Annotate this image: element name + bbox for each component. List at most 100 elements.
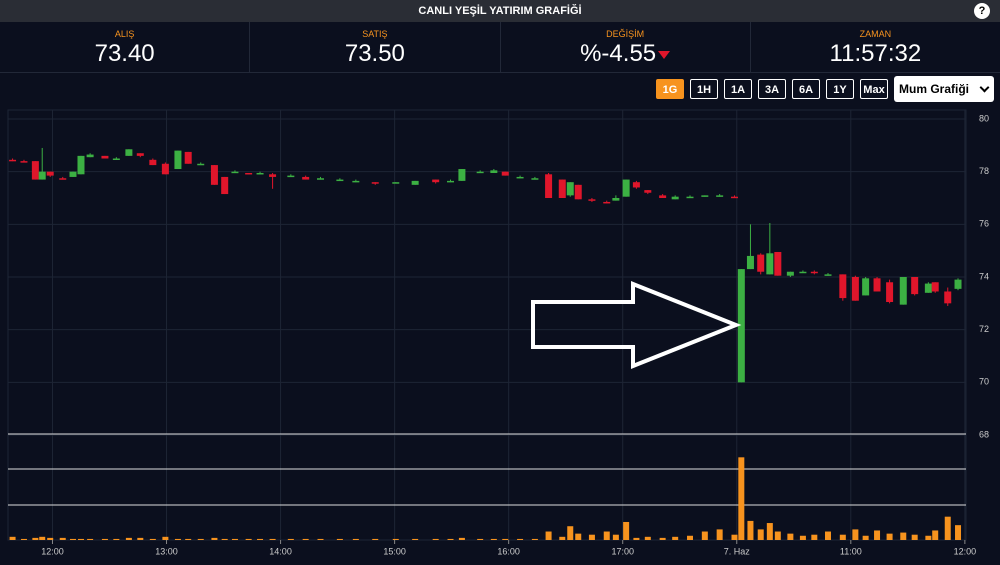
volume-bar xyxy=(269,538,276,540)
volume-bar xyxy=(911,534,918,540)
quote-value: 73.50 xyxy=(250,40,499,68)
x-tick-label: 7. Haz xyxy=(724,546,751,556)
candle-body xyxy=(174,150,182,170)
volume-bar xyxy=(87,538,94,540)
volume-bar xyxy=(559,536,566,540)
volume-bar xyxy=(137,537,144,540)
candle-body xyxy=(644,190,652,193)
x-tick-label: 16:00 xyxy=(497,546,520,556)
volume-bar xyxy=(955,525,962,540)
candle-body xyxy=(136,153,144,156)
volume-bar xyxy=(531,538,538,540)
chart-type-select[interactable]: Mum Grafiği xyxy=(894,76,994,102)
x-tick-label: 12:00 xyxy=(954,546,977,556)
y-tick-label: 78 xyxy=(979,166,989,176)
quote-number: %-4.55 xyxy=(580,40,657,67)
volume-bar xyxy=(757,529,764,540)
candle-body xyxy=(603,201,611,204)
range-button[interactable]: Max xyxy=(860,79,888,99)
quote-label: ALIŞ xyxy=(114,29,135,39)
candle-body xyxy=(588,199,596,201)
quote-label: ZAMAN xyxy=(859,29,892,39)
x-tick-label: 12:00 xyxy=(41,546,64,556)
candle-body xyxy=(245,172,253,175)
volume-bar xyxy=(925,535,932,540)
volume-bar xyxy=(852,529,859,540)
candle-body xyxy=(38,171,46,180)
quote-number: 73.40 xyxy=(94,40,155,67)
candle-body xyxy=(839,274,847,299)
volume-bar xyxy=(113,538,120,540)
candle-body xyxy=(411,180,419,185)
volume-bar xyxy=(32,537,39,540)
volume-bar xyxy=(517,538,524,540)
volume-bar xyxy=(221,538,228,540)
candle-body xyxy=(632,182,640,188)
volume-bar xyxy=(623,521,630,540)
candle-body xyxy=(221,176,229,195)
range-button[interactable]: 1G xyxy=(656,79,684,99)
candle-body xyxy=(197,163,205,166)
volume-bar xyxy=(257,538,264,540)
candle-body xyxy=(558,179,566,198)
candle-body xyxy=(899,277,907,305)
y-tick-label: 70 xyxy=(979,377,989,387)
volume-bar xyxy=(738,457,745,540)
volume-bar xyxy=(811,534,818,540)
candle-body xyxy=(336,179,344,182)
volume-bar xyxy=(317,538,324,540)
candle-body xyxy=(737,269,745,383)
candle-body xyxy=(622,179,630,197)
candle-body xyxy=(161,163,169,175)
range-button[interactable]: 1H xyxy=(690,79,718,99)
candle-body xyxy=(287,175,295,178)
candle-body xyxy=(671,196,679,200)
volume-bar xyxy=(185,538,192,540)
plot-border xyxy=(7,109,967,541)
candle-body xyxy=(531,178,539,180)
volume-bar xyxy=(787,533,794,540)
volume-bar xyxy=(567,526,574,540)
volume-bar xyxy=(774,531,781,540)
candle-body xyxy=(125,149,133,156)
title: CANLI YEŞİL YATIRIM GRAFİĞİ xyxy=(418,5,582,17)
volume-bar xyxy=(799,535,806,540)
quote-cell: DEĞİŞİM %-4.55 xyxy=(501,22,751,72)
range-button[interactable]: 3A xyxy=(758,79,786,99)
candle-body xyxy=(774,251,782,276)
volume-bar xyxy=(231,538,238,540)
volume-bar xyxy=(588,534,595,540)
volume-bar xyxy=(39,536,46,540)
quote-label: SATIŞ xyxy=(362,29,388,39)
quote-number: 73.50 xyxy=(344,40,405,67)
down-arrow xyxy=(658,50,671,59)
volume-bar xyxy=(603,531,610,540)
arrow xyxy=(531,281,742,369)
volume-bar xyxy=(932,530,939,540)
candle-body xyxy=(545,174,553,198)
candle-body xyxy=(352,180,360,183)
quote-value: %-4.55 xyxy=(501,40,750,68)
range-button[interactable]: 6A xyxy=(792,79,820,99)
candle-body xyxy=(46,171,54,176)
range-button[interactable]: 1A xyxy=(724,79,752,99)
help-button[interactable]: ? xyxy=(974,3,990,19)
candle-body xyxy=(256,172,264,175)
quote-label: DEĞİŞİM xyxy=(606,29,645,39)
quotes: ALIŞ 73.40 SATIŞ 73.50 DEĞİŞİM %-4.55 ZAMAN 11:… xyxy=(0,22,1000,73)
volume-bar xyxy=(9,536,16,540)
candle-body xyxy=(392,182,400,184)
volume-bar xyxy=(174,538,181,540)
range-button[interactable]: 1Y xyxy=(826,79,854,99)
toolbar: 1G 1H 1A 3A 6A 1Y Max Mum Grafiği xyxy=(0,73,1000,105)
candle-body xyxy=(746,255,754,270)
volume-bar xyxy=(20,538,27,540)
volume-bar xyxy=(59,537,66,540)
candle-body xyxy=(810,271,818,274)
candle-body xyxy=(911,277,919,295)
volume-bar xyxy=(766,523,773,540)
candle-body xyxy=(302,176,310,180)
quote-number: 11:57:32 xyxy=(829,40,922,67)
candle-body xyxy=(86,154,94,158)
